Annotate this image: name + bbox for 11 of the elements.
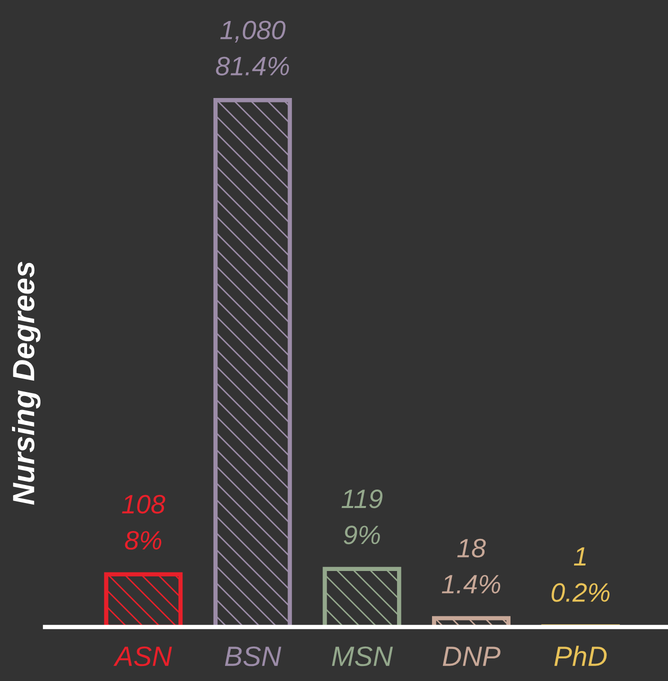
x-tick-label: MSN xyxy=(332,646,393,666)
y-axis-title: Nursing Degrees xyxy=(12,262,40,505)
x-tick-label: PhD xyxy=(554,646,607,666)
x-tick-label: ASN xyxy=(113,646,172,666)
data-label: 18 1.4% xyxy=(442,538,500,594)
data-label: 1 0.2% xyxy=(552,547,610,602)
x-tick-label: DNP xyxy=(442,646,500,666)
data-label: 1,080 81.4% xyxy=(216,20,289,76)
data-label: 119 9% xyxy=(342,490,382,544)
data-label: 108 8% xyxy=(122,494,166,550)
x-tick-label: BSN xyxy=(224,646,282,666)
